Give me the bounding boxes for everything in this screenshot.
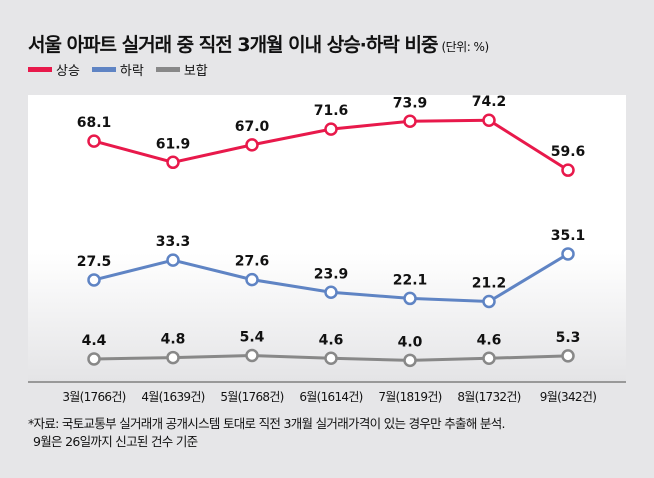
legend-item-down: 하락 — [91, 60, 144, 79]
legend-item-up: 상승 — [28, 60, 80, 79]
data-point-flat — [166, 350, 180, 365]
data-point-up — [482, 113, 496, 127]
legend-item-flat: 보합 — [155, 60, 208, 79]
data-label-down: 23.9 — [314, 266, 349, 282]
data-label-up: 74.2 — [472, 94, 507, 110]
legend-label: 상승 — [56, 64, 80, 79]
data-label-flat: 5.4 — [240, 330, 265, 346]
data-label-down: 22.1 — [393, 272, 428, 288]
data-point-up — [561, 163, 575, 177]
legend-label: 보합 — [183, 64, 208, 79]
legend: 상승 하락 보합 — [28, 60, 208, 79]
data-label-up: 71.6 — [314, 103, 349, 119]
data-label-down: 33.3 — [156, 234, 191, 250]
data-label-down: 21.2 — [472, 275, 507, 291]
data-label-up: 59.6 — [551, 144, 586, 160]
data-point-up — [245, 138, 259, 152]
data-label-flat: 4.8 — [161, 332, 186, 348]
data-label-down: 35.1 — [551, 228, 586, 244]
data-label-up: 61.9 — [156, 136, 191, 152]
source-note: *자료: 국토교통부 실거래개 공개시스템 토대로 직전 3개월 실거래가격이 … — [28, 415, 505, 451]
data-label-down: 27.6 — [235, 254, 270, 270]
data-label-flat: 4.6 — [319, 332, 344, 348]
note-line: *자료: 국토교통부 실거래개 공개시스템 토대로 직전 3개월 실거래가격이 … — [28, 416, 505, 431]
x-tick-label: 7월(1819건) — [378, 390, 441, 404]
data-point-flat — [87, 352, 101, 366]
data-point-down — [87, 273, 101, 287]
legend-swatch — [155, 67, 180, 72]
data-label-flat: 4.6 — [477, 332, 502, 348]
chart-title: 서울 아파트 실거래 중 직전 3개월 이내 상승·하락 비중 (단위: %) — [28, 30, 489, 57]
note-line: 9월은 26일까지 신고된 건수 기준 — [33, 434, 198, 449]
legend-label: 하락 — [119, 64, 144, 79]
data-point-down — [403, 291, 417, 306]
data-label-up: 67.0 — [235, 119, 270, 135]
data-point-up — [403, 114, 417, 129]
x-tick-label: 5월(1768건) — [220, 390, 283, 404]
data-label-up: 68.1 — [77, 115, 112, 131]
x-tick-label: 8월(1732건) — [457, 390, 520, 404]
data-point-flat — [245, 348, 259, 363]
data-label-flat: 5.3 — [556, 330, 581, 346]
data-point-up — [324, 122, 338, 136]
data-point-up — [166, 155, 180, 170]
data-label-up: 73.9 — [393, 95, 428, 111]
data-point-down — [482, 294, 496, 309]
data-point-flat — [324, 351, 338, 366]
data-point-down — [324, 285, 338, 300]
data-point-down — [245, 272, 259, 287]
legend-swatch — [91, 67, 116, 72]
data-point-up — [87, 134, 101, 148]
data-label-flat: 4.0 — [398, 334, 423, 350]
title-text: 서울 아파트 실거래 중 직전 3개월 이내 상승·하락 비중 — [28, 34, 438, 56]
x-tick-label: 9월(342건) — [540, 390, 596, 404]
data-point-down — [166, 253, 180, 267]
data-point-flat — [561, 349, 575, 363]
data-point-flat — [403, 353, 417, 368]
data-point-flat — [482, 351, 496, 366]
legend-swatch — [28, 67, 52, 72]
data-label-flat: 4.4 — [82, 333, 107, 349]
data-point-down — [561, 247, 575, 261]
unit-label: (단위: %) — [441, 40, 489, 54]
data-label-down: 27.5 — [77, 254, 112, 270]
x-tick-label: 3월(1766건) — [62, 390, 125, 404]
x-tick-label: 4월(1639건) — [141, 390, 204, 404]
x-tick-label: 6월(1614건) — [299, 390, 362, 404]
